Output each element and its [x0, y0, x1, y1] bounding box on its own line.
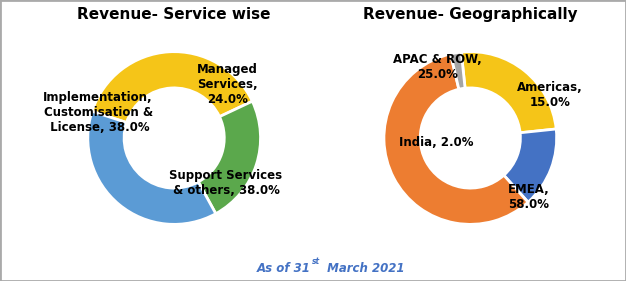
Wedge shape	[198, 101, 260, 214]
Text: India, 2.0%: India, 2.0%	[399, 136, 474, 149]
Text: Support Services
& others, 38.0%: Support Services & others, 38.0%	[170, 169, 282, 197]
Text: Managed
Services,
24.0%: Managed Services, 24.0%	[197, 63, 258, 106]
Wedge shape	[384, 54, 528, 224]
Text: Americas,
15.0%: Americas, 15.0%	[517, 81, 583, 109]
Text: APAC & ROW,
25.0%: APAC & ROW, 25.0%	[393, 53, 482, 81]
Wedge shape	[461, 52, 556, 133]
Text: st: st	[312, 257, 321, 266]
Wedge shape	[504, 129, 557, 202]
Title: Revenue- Geographically: Revenue- Geographically	[363, 7, 578, 22]
Text: Implementation,
Customisation &
 License, 38.0%: Implementation, Customisation & License,…	[43, 90, 153, 133]
Wedge shape	[451, 52, 465, 89]
Wedge shape	[88, 111, 216, 224]
Title: Revenue- Service wise: Revenue- Service wise	[78, 7, 271, 22]
Text: March 2021: March 2021	[323, 262, 404, 275]
Text: EMEA,
58.0%: EMEA, 58.0%	[508, 183, 550, 211]
Text: As of 31: As of 31	[257, 262, 311, 275]
Wedge shape	[92, 52, 252, 123]
